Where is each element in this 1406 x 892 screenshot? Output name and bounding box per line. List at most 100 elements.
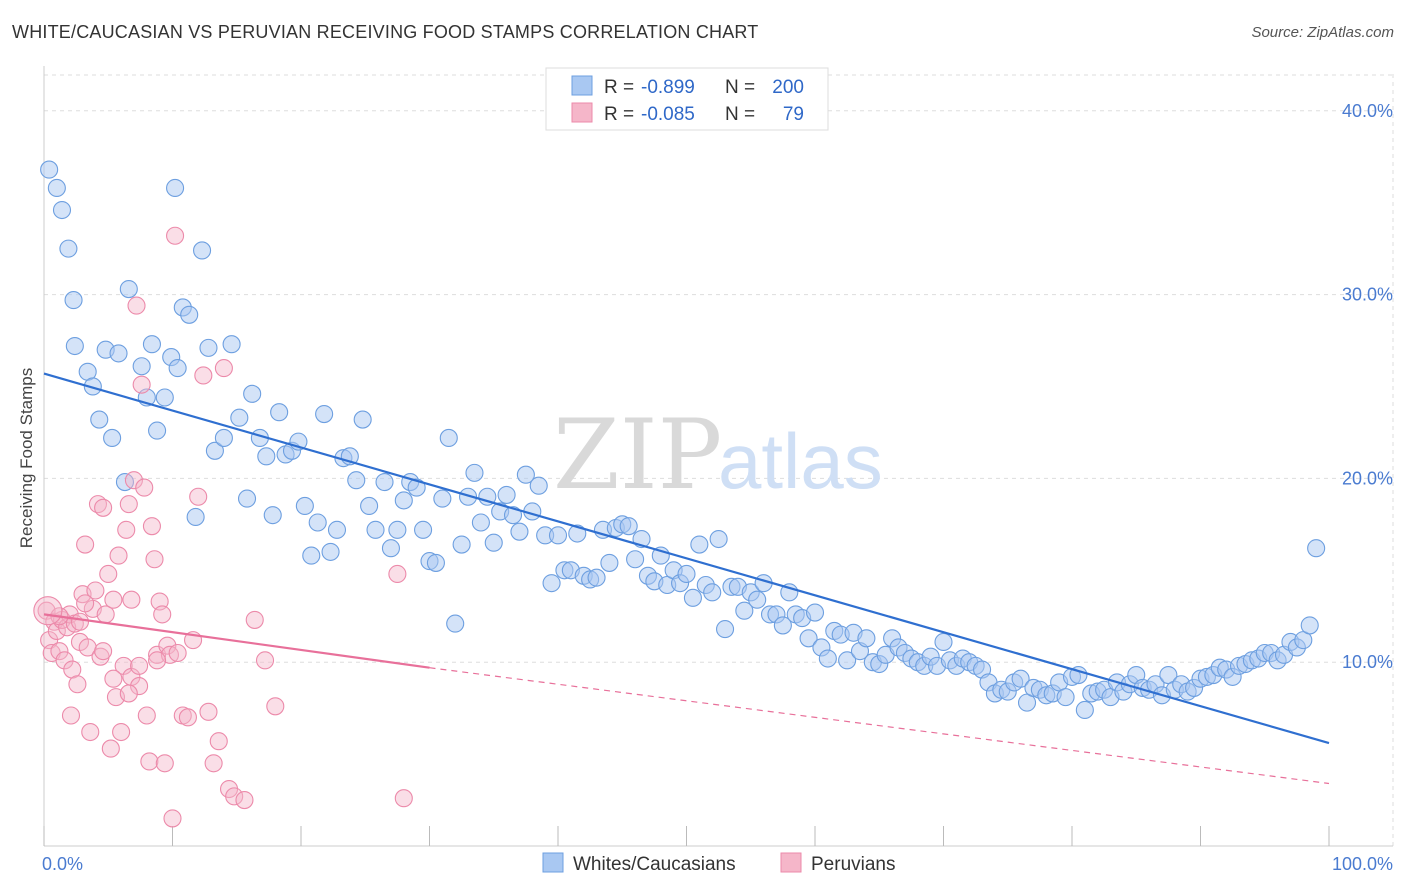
whites-point: [414, 520, 433, 539]
whites-point: [222, 335, 241, 354]
whites-point: [64, 291, 83, 310]
whites-point: [109, 344, 128, 363]
legend-swatch-blue: [571, 75, 593, 96]
legend-r-value-2: -0.085: [641, 104, 695, 125]
whites-point: [132, 357, 151, 376]
y-tick-label-1: 20.0%: [1342, 468, 1393, 488]
whites-point: [439, 428, 458, 447]
whites-point: [934, 632, 953, 652]
whites-point: [142, 335, 161, 354]
peruvians-point: [47, 621, 66, 640]
whites-point: [243, 384, 262, 403]
peruvians-point: [68, 675, 87, 694]
whites-point: [452, 535, 471, 554]
peruvians-point: [70, 612, 90, 631]
bottom-legend-swatch-pink: [780, 852, 802, 873]
whites-point: [205, 441, 224, 460]
whites-point: [529, 476, 548, 495]
peruvians-point: [255, 651, 275, 670]
peruvians-point: [78, 638, 97, 657]
peruvians-point: [142, 517, 161, 536]
peruvians-point: [166, 226, 185, 245]
bottom-legend-label-peruvians: Peruvians: [811, 854, 896, 875]
whites-point: [542, 574, 561, 593]
x-tick-label-0: 0.0%: [42, 854, 83, 874]
whites-point: [838, 651, 857, 670]
whites-point: [1307, 539, 1326, 558]
whites-point: [709, 529, 728, 549]
bottom-legend: Whites/Caucasians Peruvians: [542, 852, 896, 875]
peruvians-point: [61, 706, 81, 725]
peruvians-point: [178, 708, 197, 727]
peruvians-point: [119, 495, 138, 514]
y-tick-label-2: 30.0%: [1342, 285, 1393, 305]
whites-point: [65, 336, 84, 356]
whites-point: [375, 473, 394, 492]
whites-point: [199, 338, 218, 357]
whites-point: [426, 553, 445, 572]
whites-point: [308, 513, 327, 532]
whites-point: [548, 526, 568, 545]
legend-n-label-1: N =: [725, 77, 755, 98]
whites-point: [818, 649, 837, 668]
whites-point: [59, 239, 78, 258]
whites-point: [433, 489, 452, 508]
whites-point: [587, 568, 606, 587]
peruvians-point: [130, 677, 149, 696]
peruvians-point: [101, 739, 120, 758]
y-tick-label-3: 40.0%: [1342, 101, 1393, 121]
whites-point: [115, 473, 135, 492]
peruvians-point: [119, 684, 138, 703]
peruvians-point: [163, 809, 182, 828]
peruvians-point: [204, 754, 223, 773]
watermark-zip: ZIP: [553, 399, 722, 511]
whites-point: [1300, 616, 1319, 635]
peruvians-point: [109, 546, 128, 565]
whites-point: [381, 539, 401, 558]
whites-point: [353, 410, 372, 429]
whites-point: [478, 487, 497, 506]
whites-trend-line: [43, 372, 1330, 745]
peruvians-point: [145, 550, 164, 569]
whites-point: [626, 550, 645, 569]
peruvians-point: [94, 498, 113, 517]
whites-point: [90, 410, 109, 429]
whites-point: [471, 513, 490, 532]
watermark-atlas: atlas: [718, 417, 883, 505]
peruvians-point: [122, 590, 141, 609]
y-tick-labels: 10.0% 20.0% 30.0% 40.0%: [1342, 101, 1393, 672]
whites-point: [1011, 669, 1030, 688]
legend-n-value-2: 79: [783, 104, 804, 125]
legend-r-value-1: -0.899: [641, 77, 695, 98]
whites-point: [773, 616, 792, 635]
peruvians-point: [55, 651, 74, 670]
peruvians-point: [155, 754, 174, 773]
whites-point: [1075, 700, 1094, 720]
peruvians-point: [127, 296, 146, 315]
y-tick-label-0: 10.0%: [1342, 652, 1393, 672]
whites-point: [180, 305, 199, 324]
whites-point: [315, 404, 334, 424]
whites-point: [1056, 688, 1075, 707]
whites-point: [193, 241, 212, 260]
axes: [43, 66, 1393, 847]
peruvians-point: [235, 790, 254, 810]
whites-point: [186, 507, 205, 527]
source-note: Source: ZipAtlas.com: [1251, 24, 1394, 41]
correlation-legend: R = -0.899 N = 200 R = -0.085 N = 79: [545, 67, 829, 131]
chart-title: WHITE/CAUCASIAN VS PERUVIAN RECEIVING FO…: [12, 22, 759, 42]
whites-point: [148, 421, 167, 440]
peruvians-point: [245, 610, 264, 629]
peruvians-point: [81, 722, 100, 742]
whites-point: [83, 377, 102, 396]
y-axis-label: Receiving Food Stamps: [17, 368, 36, 548]
whites-point: [166, 178, 185, 198]
whites-point: [394, 491, 413, 510]
whites-point: [237, 489, 257, 508]
whites-point: [270, 403, 289, 422]
peruvians-point: [189, 487, 208, 506]
peruvians-point: [117, 520, 136, 539]
peruvians-point: [76, 594, 95, 613]
legend-r-label-1: R =: [604, 77, 634, 98]
